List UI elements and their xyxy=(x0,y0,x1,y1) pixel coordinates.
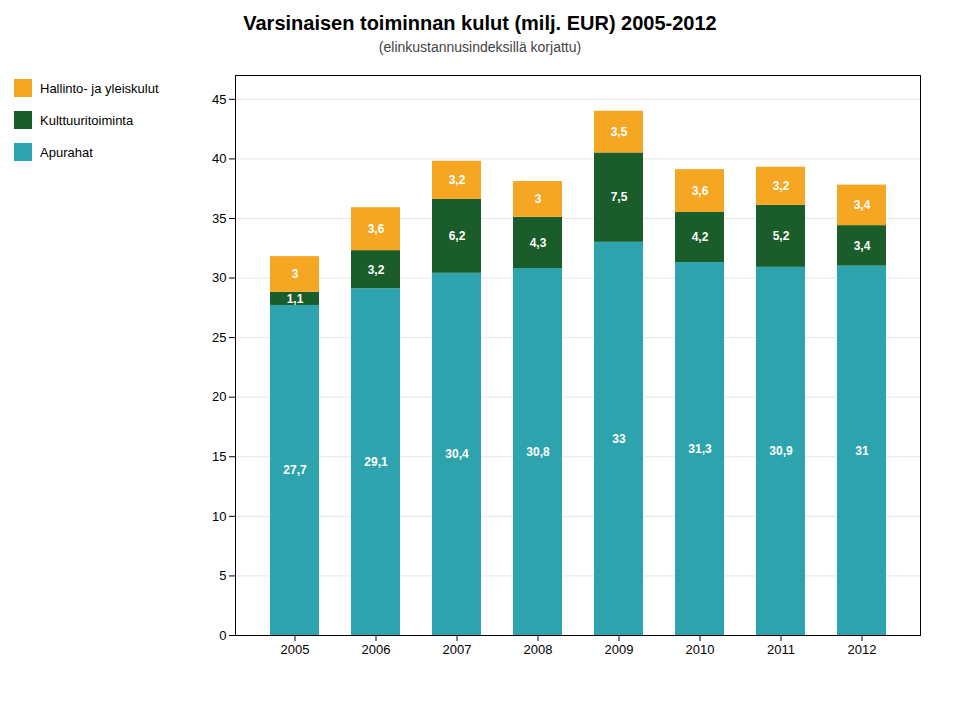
svg-text:0: 0 xyxy=(219,628,226,643)
svg-text:4,3: 4,3 xyxy=(530,236,547,250)
svg-text:2006: 2006 xyxy=(362,642,391,657)
svg-text:2007: 2007 xyxy=(443,642,472,657)
svg-text:30,8: 30,8 xyxy=(526,445,550,459)
svg-text:30: 30 xyxy=(212,270,226,285)
html-text:Hallinto- ja yleiskulut: Hallinto- ja yleiskulut xyxy=(40,80,159,96)
svg-text:3,6: 3,6 xyxy=(692,184,709,198)
svg-text:2012: 2012 xyxy=(848,642,877,657)
svg-text:5: 5 xyxy=(219,568,226,583)
svg-text:31: 31 xyxy=(855,444,869,458)
svg-text:40: 40 xyxy=(212,151,226,166)
svg-text:3,5: 3,5 xyxy=(611,125,628,139)
svg-text:2005: 2005 xyxy=(281,642,310,657)
svg-text:15: 15 xyxy=(212,449,226,464)
html-text:Kulttuuritoiminta: Kulttuuritoiminta xyxy=(40,112,134,128)
html-text:(elinkustannusindeksillä korja: (elinkustannusindeksillä korjattu) xyxy=(378,39,582,55)
svg-text:3: 3 xyxy=(535,192,542,206)
svg-text:4,2: 4,2 xyxy=(692,230,709,244)
svg-text:35: 35 xyxy=(212,211,226,226)
svg-text:3,2: 3,2 xyxy=(773,179,790,193)
svg-text:27,7: 27,7 xyxy=(283,463,307,477)
svg-text:31,3: 31,3 xyxy=(688,442,712,456)
svg-text:25: 25 xyxy=(212,330,226,345)
svg-text:45: 45 xyxy=(212,91,226,106)
svg-text:6,2: 6,2 xyxy=(449,229,466,243)
svg-text:20: 20 xyxy=(212,389,226,404)
html-text:Apurahat: Apurahat xyxy=(40,144,93,160)
svg-text:3,4: 3,4 xyxy=(854,198,871,212)
svg-text:7,5: 7,5 xyxy=(611,190,628,204)
svg-text:10: 10 xyxy=(212,509,226,524)
svg-text:2009: 2009 xyxy=(605,642,634,657)
svg-text:33: 33 xyxy=(612,432,626,446)
svg-text:1,1: 1,1 xyxy=(287,292,304,306)
svg-text:2008: 2008 xyxy=(524,642,553,657)
svg-text:29,1: 29,1 xyxy=(364,455,388,469)
svg-text:3,6: 3,6 xyxy=(368,222,385,236)
svg-text:2011: 2011 xyxy=(767,642,795,657)
svg-text:30,4: 30,4 xyxy=(445,447,469,461)
svg-text:3: 3 xyxy=(292,267,299,281)
svg-text:2010: 2010 xyxy=(686,642,715,657)
svg-text:3,2: 3,2 xyxy=(449,173,466,187)
svg-text:3,2: 3,2 xyxy=(368,263,385,277)
html-text:Varsinaisen toiminnan kulut (m: Varsinaisen toiminnan kulut (milj. EUR) … xyxy=(243,12,717,34)
svg-text:5,2: 5,2 xyxy=(773,229,790,243)
svg-text:30,9: 30,9 xyxy=(769,444,793,458)
svg-text:3,4: 3,4 xyxy=(854,239,871,253)
